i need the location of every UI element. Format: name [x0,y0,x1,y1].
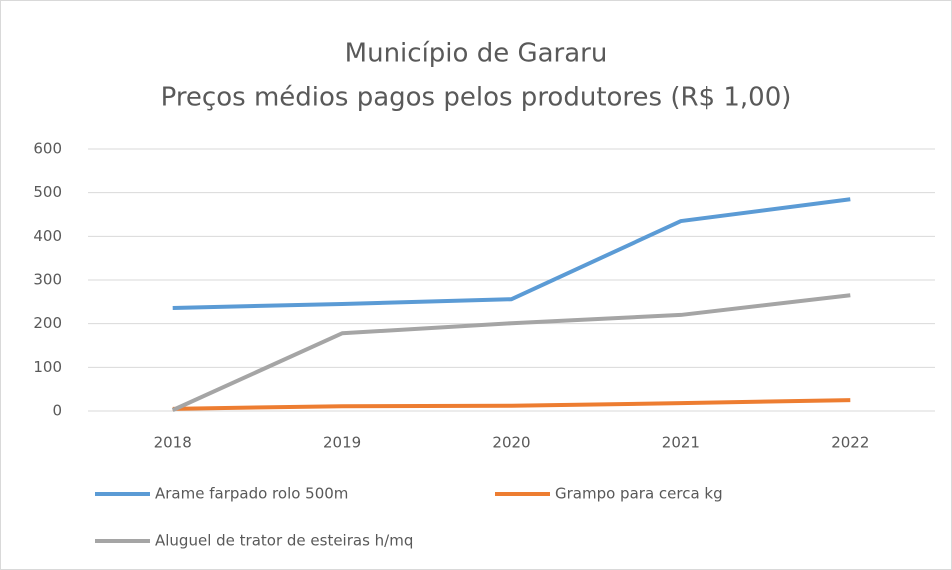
x-tick-label: 2020 [492,434,530,452]
chart-title: Município de Gararu [345,39,608,69]
legend-label: Arame farpado rolo 500m [155,485,348,503]
legend-label: Aluguel de trator de esteiras h/mq [155,532,413,550]
x-tick-label: 2019 [323,434,361,452]
series-line [172,197,851,310]
y-tick-label: 0 [52,402,62,420]
y-tick-label: 300 [33,271,62,289]
series-line [172,398,851,411]
y-tick-label: 200 [33,314,62,332]
y-tick-label: 600 [33,140,62,158]
x-tick-label: 2022 [831,434,869,452]
legend-label: Grampo para cerca kg [555,485,723,503]
chart-subtitle: Preços médios pagos pelos produtores (R$… [161,83,792,113]
x-tick-label: 2018 [154,434,192,452]
y-tick-label: 100 [33,358,62,376]
x-tick-label: 2021 [662,434,700,452]
series-line [171,293,851,412]
y-tick-label: 400 [33,227,62,245]
y-tick-label: 500 [33,183,62,201]
